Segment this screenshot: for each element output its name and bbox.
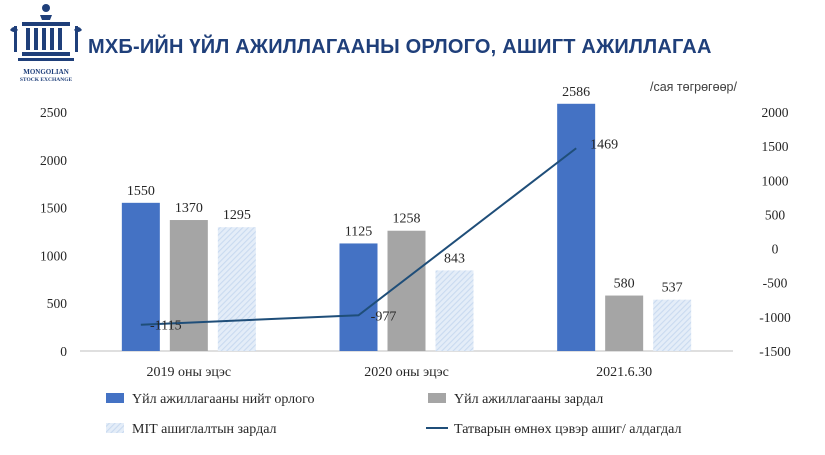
- bar: [387, 230, 426, 351]
- y-left-tick-label: 1000: [40, 248, 67, 263]
- y-left-tick-label: 2500: [40, 105, 67, 120]
- y-left-tick-label: 2000: [40, 153, 67, 168]
- y-right-tick-label: -1000: [759, 310, 791, 325]
- bar-data-label: 1258: [393, 212, 421, 227]
- legend-swatch: [106, 423, 124, 433]
- y-right-tick-label: 1500: [762, 139, 789, 154]
- bar-data-label: 537: [662, 281, 683, 296]
- bar-data-label: 1550: [127, 184, 155, 199]
- y-right-tick-label: -500: [763, 276, 788, 291]
- x-category-label: 2019 оны эцэс: [147, 365, 232, 380]
- bar: [169, 220, 208, 351]
- legend-swatch: [106, 393, 124, 403]
- units-note: /сая төгрөгөөр/: [650, 80, 737, 94]
- line-data-label: 1469: [590, 137, 618, 152]
- bar-data-label: 580: [614, 277, 635, 292]
- x-category-label: 2020 оны эцэс: [364, 365, 449, 380]
- y-right-tick-label: 500: [765, 207, 786, 222]
- y-left-tick-label: 1500: [40, 201, 67, 216]
- bar: [557, 103, 596, 351]
- bar: [339, 243, 378, 351]
- y-right-tick-label: 1000: [762, 173, 789, 188]
- bar: [653, 299, 692, 351]
- mse-logo: MONGOLIAN STOCK EXCHANGE: [6, 2, 82, 86]
- bar-data-label: 1125: [345, 224, 372, 239]
- y-left-tick-label: 500: [47, 296, 68, 311]
- bar: [605, 295, 644, 351]
- y-right-tick-label: 2000: [762, 105, 789, 120]
- legend-label: МIТ ашиглалтын зардал: [132, 422, 277, 437]
- y-right-tick-label: -1500: [759, 344, 791, 359]
- legend-label: Үйл ажиллагааны нийт орлого: [132, 392, 315, 407]
- bar-data-label: 1370: [175, 201, 203, 216]
- legend-label: Үйл ажиллагааны зардал: [454, 392, 603, 407]
- y-right-tick-label: 0: [772, 242, 779, 257]
- line-data-label: -977: [371, 309, 397, 324]
- bar: [217, 227, 256, 351]
- legend-swatch: [428, 393, 446, 403]
- line-data-label: -1115: [150, 319, 182, 334]
- bar: [435, 270, 474, 351]
- profit-line: [140, 147, 577, 326]
- bar-data-label: 1295: [223, 208, 251, 223]
- x-category-label: 2021.6.30: [596, 365, 652, 380]
- bar-data-label: 2586: [562, 85, 590, 100]
- bar: [121, 202, 160, 351]
- bar-data-label: 843: [444, 251, 465, 266]
- soyombo-emblem-icon: [10, 4, 82, 61]
- y-left-tick-label: 0: [60, 344, 67, 359]
- page-title: МХБ-ИЙН ҮЙЛ АЖИЛЛАГААНЫ ОРЛОГО, АШИГТ АЖ…: [88, 36, 712, 58]
- logo-name: MONGOLIAN: [23, 68, 69, 76]
- logo-subtitle: STOCK EXCHANGE: [19, 77, 73, 83]
- legend-label: Татварын өмнөх цэвэр ашиг/ алдагдал: [454, 422, 681, 437]
